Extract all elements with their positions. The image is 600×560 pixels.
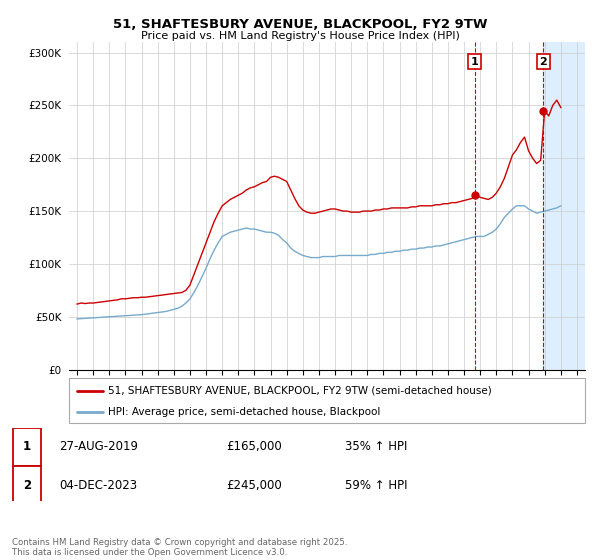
Text: Price paid vs. HM Land Registry's House Price Index (HPI): Price paid vs. HM Land Registry's House … <box>140 31 460 41</box>
Text: 27-AUG-2019: 27-AUG-2019 <box>59 440 139 453</box>
FancyBboxPatch shape <box>13 466 41 504</box>
Text: 2: 2 <box>23 479 31 492</box>
Text: £165,000: £165,000 <box>226 440 281 453</box>
Text: 59% ↑ HPI: 59% ↑ HPI <box>344 479 407 492</box>
Text: Contains HM Land Registry data © Crown copyright and database right 2025.
This d: Contains HM Land Registry data © Crown c… <box>12 538 347 557</box>
Text: HPI: Average price, semi-detached house, Blackpool: HPI: Average price, semi-detached house,… <box>108 407 380 417</box>
FancyBboxPatch shape <box>13 428 41 465</box>
Text: 04-DEC-2023: 04-DEC-2023 <box>59 479 137 492</box>
Text: 1: 1 <box>23 440 31 453</box>
Bar <box>544 42 585 370</box>
Text: 51, SHAFTESBURY AVENUE, BLACKPOOL, FY2 9TW: 51, SHAFTESBURY AVENUE, BLACKPOOL, FY2 9… <box>113 18 487 31</box>
Text: 51, SHAFTESBURY AVENUE, BLACKPOOL, FY2 9TW (semi-detached house): 51, SHAFTESBURY AVENUE, BLACKPOOL, FY2 9… <box>108 385 491 395</box>
Text: 1: 1 <box>470 57 478 67</box>
Text: 2: 2 <box>539 57 547 67</box>
Text: 35% ↑ HPI: 35% ↑ HPI <box>344 440 407 453</box>
Text: £245,000: £245,000 <box>226 479 281 492</box>
